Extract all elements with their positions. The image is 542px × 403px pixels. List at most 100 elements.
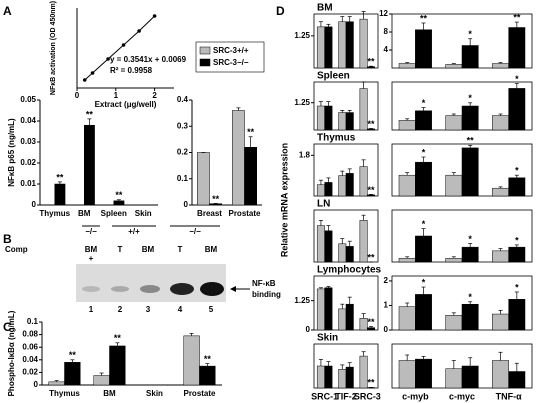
legend-swatch (199, 58, 211, 67)
bar (338, 308, 347, 331)
bar (461, 246, 479, 263)
bar (359, 355, 368, 389)
significance: * (515, 235, 519, 245)
bar (324, 182, 333, 197)
point (106, 57, 110, 61)
bar (197, 152, 210, 206)
bar (492, 63, 509, 69)
y-tick-label: 1.25 (294, 98, 310, 107)
bar (324, 230, 333, 263)
point (90, 71, 95, 75)
panel-title: Spleen (317, 71, 350, 82)
lane-number: 3 (146, 305, 151, 314)
bar (84, 124, 95, 206)
genotype: +/+ (128, 227, 140, 236)
legend-label: SRC-3−/− (213, 58, 249, 67)
x-tick-label: BM (78, 209, 91, 218)
x-tick-label: c-myb (402, 391, 429, 401)
bar (209, 203, 222, 206)
bar (398, 360, 416, 389)
bar (316, 288, 325, 331)
bar (492, 250, 509, 263)
y-tick-label: 0.04 (20, 116, 36, 125)
x-tick-label: Breast (197, 209, 222, 218)
bar (367, 128, 376, 131)
band (140, 285, 160, 293)
bar (316, 184, 325, 197)
x-tick-label: 2 (152, 91, 157, 100)
bar (345, 112, 354, 131)
bar (359, 220, 368, 263)
y-tick-label: 8 (384, 27, 389, 36)
lane-label: BM (142, 245, 155, 254)
y-tick-label: 4 (384, 45, 389, 54)
x-tick-label: Spleen (101, 209, 127, 218)
bar (398, 120, 416, 131)
y-tick-label: 2 (384, 276, 389, 285)
x-tick-label: BM (103, 389, 116, 398)
lane-label: BM (205, 245, 218, 254)
bar (359, 318, 368, 331)
bar (508, 246, 526, 263)
comp-mark: + (89, 254, 94, 263)
bar (345, 366, 354, 389)
x-tick-label: TNF-α (496, 391, 522, 401)
significance: ** (368, 185, 376, 195)
bar (359, 166, 368, 197)
bar (398, 174, 416, 197)
annotation: R² = 0.9958 (110, 66, 153, 75)
bar (461, 105, 479, 131)
lane-number: 1 (89, 305, 94, 314)
bar (415, 110, 432, 131)
y-tick-label: 0.1 (27, 317, 39, 326)
band-label: binding (252, 290, 281, 299)
panel-label: D (276, 4, 285, 18)
x-tick-label: Prostate (183, 389, 216, 398)
bar (244, 147, 257, 206)
significance: * (422, 98, 426, 108)
band (170, 283, 194, 295)
bar (338, 243, 347, 263)
bar (345, 21, 354, 69)
bar (54, 183, 66, 206)
bar (445, 174, 463, 197)
x-tick-label: 1 (114, 91, 119, 100)
bar (113, 200, 125, 206)
bar (199, 365, 216, 386)
bar (492, 187, 509, 197)
bar (183, 335, 200, 386)
bar (445, 64, 463, 69)
significance: ** (368, 119, 376, 129)
point (152, 14, 157, 18)
bar (445, 315, 463, 331)
y-tick-label: 0.01 (20, 179, 36, 188)
significance: * (422, 277, 426, 287)
y-tick-label: 12 (379, 9, 388, 18)
significance: ** (204, 354, 212, 364)
significance: * (515, 282, 519, 292)
bar (415, 235, 432, 263)
x-tick-label: TIF-2 (335, 391, 357, 401)
bar (398, 306, 416, 331)
bar (492, 115, 509, 131)
significance: * (468, 234, 472, 244)
x-tick-label: c-myc (449, 391, 475, 401)
y-tick-label: 1.25 (294, 31, 310, 40)
x-tick-label: Skin (135, 209, 152, 218)
panel-title: Skin (317, 333, 338, 344)
bar (324, 365, 333, 389)
bar (367, 327, 376, 331)
bar (415, 29, 432, 69)
lane-label: T (178, 245, 183, 254)
panel-title: BM (317, 3, 333, 14)
x-tick-label: Skin (146, 389, 163, 398)
lane-number: 5 (209, 305, 214, 314)
y-tick-label: 0 (384, 325, 389, 334)
significance: ** (368, 57, 376, 67)
y-tick-label: 0.06 (22, 342, 38, 351)
x-tick-label: Prostate (228, 209, 261, 218)
bar (415, 294, 432, 331)
y-tick-label: 0.1 (177, 174, 189, 183)
bar (316, 225, 325, 263)
